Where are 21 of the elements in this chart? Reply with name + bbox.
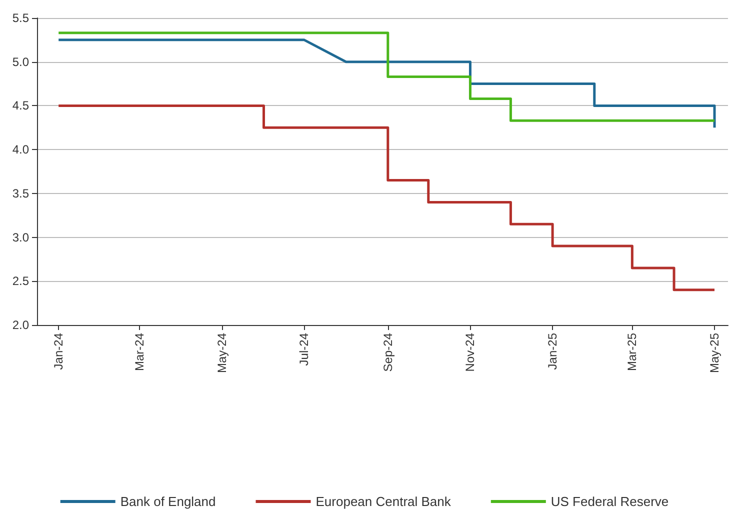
- x-tick-label: Mar-24: [132, 332, 147, 372]
- x-tick-label: Jan-25: [546, 332, 560, 370]
- y-tick-label: 4.0: [12, 142, 30, 157]
- legend-label: US Federal Reserve: [550, 494, 669, 509]
- y-tick-label: 5.0: [12, 54, 30, 69]
- y-tick-label: 3.0: [12, 230, 30, 244]
- y-tick-label: 2.5: [12, 274, 30, 288]
- line-series: [57, 104, 716, 292]
- y-tick-label: 2.0: [12, 318, 30, 332]
- x-tick-label: Jan-24: [52, 332, 66, 370]
- legend-label: Bank of England: [120, 494, 216, 509]
- x-tick-label: May-25: [708, 332, 722, 374]
- legend-label: European Central Bank: [316, 494, 452, 509]
- x-tick-label: Mar-25: [625, 332, 640, 372]
- x-tick-label: May-24: [214, 332, 229, 374]
- x-tick-label: Nov-24: [463, 332, 478, 372]
- y-tick-label: 3.5: [12, 186, 30, 200]
- y-tick-label: 5.5: [12, 11, 30, 25]
- x-tick-label: Jul-24: [297, 332, 312, 366]
- y-tick-label: 4.5: [12, 98, 30, 113]
- x-tick-label: Sep-24: [380, 332, 395, 372]
